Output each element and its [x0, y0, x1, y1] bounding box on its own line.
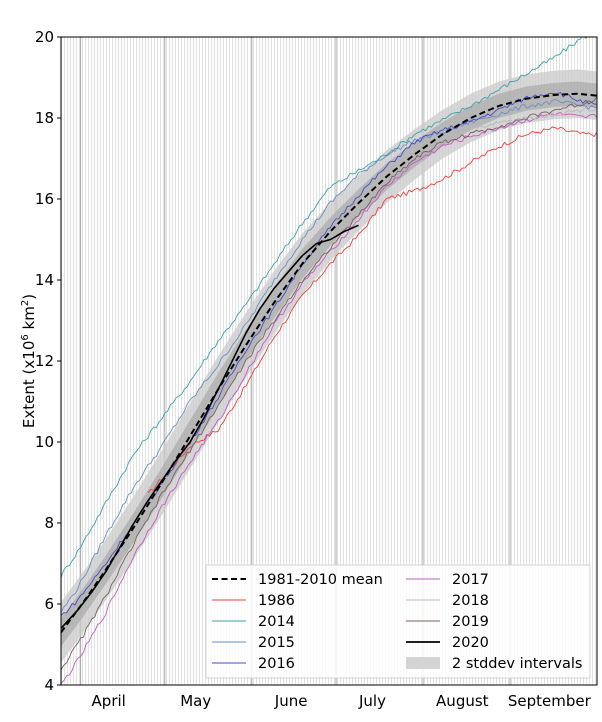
- y-tick-label: 12: [35, 352, 54, 370]
- legend-box: [205, 564, 591, 679]
- y-tick-label: 10: [35, 433, 54, 451]
- x-month-label: September: [508, 692, 592, 710]
- legend-label: 2016: [258, 656, 295, 672]
- y-tick-label: 20: [35, 28, 54, 46]
- legend-swatch: [406, 657, 440, 669]
- legend-label: 2014: [258, 614, 295, 630]
- y-tick-label: 14: [35, 271, 54, 289]
- y-tick-label: 8: [44, 514, 54, 532]
- x-month-label: June: [274, 692, 308, 710]
- series-line-2018: [61, 107, 597, 647]
- legend-label: 2 stddev intervals: [452, 656, 582, 672]
- x-month-label: April: [92, 692, 126, 710]
- legend-label: 2019: [452, 614, 489, 630]
- y-tick-label: 6: [44, 595, 54, 613]
- series-line-2015: [61, 99, 597, 613]
- series-line-2014: [61, 37, 588, 578]
- series-line-2019: [61, 96, 597, 670]
- mean-line: [61, 92, 597, 633]
- legend-label: 1981-2010 mean: [258, 572, 383, 588]
- legend: 1981-2010 mean 1986 2014 2015 2016 2017 2018 20…: [205, 564, 591, 679]
- y-tick-label: 16: [35, 190, 54, 208]
- legend-label: 2015: [258, 635, 295, 651]
- legend-label: 2017: [452, 572, 489, 588]
- x-month-label: May: [180, 692, 211, 710]
- y-tick-label: 18: [35, 109, 54, 127]
- x-month-label: August: [436, 692, 489, 710]
- x-month-label: July: [358, 692, 386, 710]
- y-tick-label: 4: [44, 676, 54, 694]
- series-line-1986: [147, 126, 597, 494]
- legend-label: 1986: [258, 593, 295, 609]
- legend-label: 2020: [452, 635, 489, 651]
- legend-label: 2018: [452, 593, 489, 609]
- y-axis-label: Extent (x106 km2): [20, 294, 38, 428]
- series-line-2020: [61, 224, 359, 629]
